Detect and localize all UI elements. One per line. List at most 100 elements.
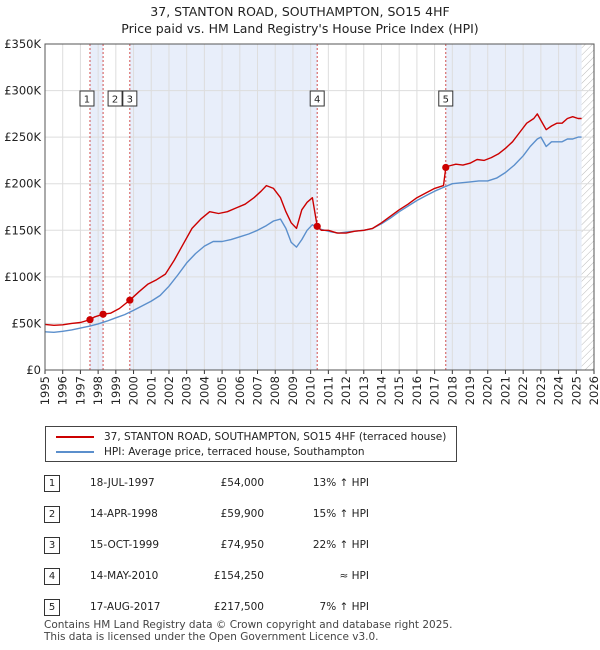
- transaction-price: £154,250: [213, 570, 264, 582]
- y-tick-label: £300K: [4, 84, 41, 98]
- footer: Contains HM Land Registry data © Crown c…: [44, 619, 452, 643]
- x-tick-label: 2019: [463, 376, 477, 405]
- shaded-period: [445, 44, 582, 370]
- x-tick-label: 2001: [144, 376, 158, 405]
- table-row: 3 15-OCT-1999 £74,950 22% ↑ HPI: [44, 535, 444, 555]
- x-tick-label: 2020: [481, 376, 495, 405]
- transaction-number: 1: [44, 475, 60, 492]
- table-row: 5 17-AUG-2017 £217,500 7% ↑ HPI: [44, 597, 444, 617]
- x-tick-label: 2022: [516, 376, 530, 405]
- x-tick-label: 2016: [410, 376, 424, 405]
- x-tick-label: 2013: [357, 376, 371, 405]
- x-tick-label: 2018: [445, 376, 459, 405]
- transaction-hpi: 15% ↑ HPI: [312, 508, 369, 520]
- y-tick-label: £250K: [4, 130, 41, 144]
- transaction-date: 17-AUG-2017: [90, 601, 161, 613]
- x-tick-label: 2026: [587, 376, 600, 405]
- legend-item-property: 37, STANTON ROAD, SOUTHAMPTON, SO15 4HF …: [56, 430, 446, 444]
- y-tick-label: £150K: [4, 223, 41, 237]
- x-tick-label: 2025: [569, 376, 583, 405]
- transaction-price: £217,500: [213, 601, 264, 613]
- transaction-date: 14-APR-1998: [90, 508, 158, 520]
- transaction-hpi: ≈ HPI: [339, 570, 369, 582]
- x-tick-label: 2002: [162, 376, 176, 405]
- marker-box: [107, 90, 123, 107]
- price-chart: £0 £50K £100K £150K £200K £250K £300K £350K 199…: [4, 37, 600, 405]
- legend-hpi-swatch: [56, 451, 94, 453]
- transaction-number: 2: [44, 506, 60, 523]
- x-tick-label: 2007: [251, 376, 265, 405]
- x-tick-label: 2014: [374, 376, 388, 405]
- x-tick-label: 2005: [215, 376, 229, 405]
- y-tick-label: £350K: [4, 37, 41, 51]
- x-tick-label: 2012: [339, 376, 353, 405]
- x-tick-label: 2015: [392, 376, 406, 405]
- x-tick-label: 2021: [498, 376, 512, 405]
- transaction-date: 18-JUL-1997: [90, 477, 155, 489]
- x-tick-label: 2024: [552, 376, 566, 405]
- plot-frame: [44, 43, 595, 371]
- legend: 37, STANTON ROAD, SOUTHAMPTON, SO15 4HF …: [45, 426, 457, 462]
- x-tick-label: 2010: [304, 376, 318, 405]
- forecast-hatch: [581, 44, 594, 370]
- x-tick-label: 1995: [38, 376, 52, 405]
- shaded-period: [89, 44, 104, 370]
- transaction-price: £54,000: [220, 477, 264, 489]
- marker-box: [122, 90, 138, 107]
- marker-box: [309, 90, 325, 107]
- marker-box: [79, 90, 95, 107]
- x-tick-label: 1996: [56, 376, 70, 405]
- legend-hpi-label: HPI: Average price, terraced house, Sout…: [104, 446, 365, 458]
- shaded-period: [129, 44, 318, 370]
- transaction-number: 3: [44, 537, 60, 554]
- y-tick-label: £50K: [12, 316, 42, 330]
- marker-label: 3: [127, 95, 133, 106]
- transaction-hpi: 7% ↑ HPI: [319, 601, 369, 613]
- footer-line-1: Contains HM Land Registry data © Crown c…: [44, 619, 453, 631]
- transaction-price: £74,950: [220, 539, 264, 551]
- table-row: 1 18-JUL-1997 £54,000 13% ↑ HPI: [44, 473, 444, 493]
- title-line-2: Price paid vs. HM Land Registry's House …: [121, 21, 479, 36]
- transaction-date: 14-MAY-2010: [90, 570, 159, 582]
- footer-line-2: This data is licensed under the Open Gov…: [44, 631, 379, 643]
- chart-title: 37, STANTON ROAD, SOUTHAMPTON, SO15 4HF …: [0, 3, 600, 37]
- y-tick-label: £200K: [4, 177, 41, 191]
- legend-property-label: 37, STANTON ROAD, SOUTHAMPTON, SO15 4HF …: [104, 431, 447, 443]
- x-tick-label: 2011: [321, 376, 335, 405]
- transaction-number: 4: [44, 568, 60, 585]
- marker-label: 2: [112, 95, 118, 106]
- marker-label: 4: [314, 95, 320, 106]
- sale-point: [313, 222, 321, 230]
- x-tick-label: 2003: [180, 376, 194, 405]
- transaction-number: 5: [44, 599, 60, 616]
- marker-label: 1: [84, 95, 90, 106]
- x-tick-label: 1997: [73, 376, 87, 405]
- sale-point: [126, 296, 134, 304]
- legend-item-hpi: HPI: Average price, terraced house, Sout…: [56, 445, 365, 459]
- y-tick-label: £0: [26, 363, 41, 377]
- transaction-price: £59,900: [220, 508, 264, 520]
- property-price-line: [44, 113, 582, 326]
- sale-point: [86, 316, 94, 324]
- table-row: 4 14-MAY-2010 £154,250 ≈ HPI: [44, 566, 444, 586]
- transaction-date: 15-OCT-1999: [90, 539, 159, 551]
- sale-point: [442, 163, 450, 172]
- x-tick-label: 2006: [233, 376, 247, 405]
- x-tick-label: 2004: [197, 376, 211, 405]
- transaction-hpi: 13% ↑ HPI: [312, 477, 369, 489]
- table-row: 2 14-APR-1998 £59,900 15% ↑ HPI: [44, 504, 444, 524]
- legend-property-swatch: [56, 436, 94, 438]
- title-line-1: 37, STANTON ROAD, SOUTHAMPTON, SO15 4HF: [150, 4, 450, 19]
- x-tick-label: 2000: [127, 376, 141, 405]
- x-tick-label: 2017: [428, 376, 442, 405]
- x-tick-label: 1998: [91, 376, 105, 405]
- x-tick-label: 1999: [109, 376, 123, 405]
- sale-point: [99, 310, 107, 318]
- marker-box: [438, 90, 454, 107]
- x-tick-label: 2009: [286, 376, 300, 405]
- marker-label: 5: [443, 95, 449, 106]
- x-tick-label: 2023: [534, 376, 548, 405]
- transaction-hpi: 22% ↑ HPI: [312, 539, 369, 551]
- x-tick-label: 2008: [268, 376, 282, 405]
- y-tick-label: £100K: [4, 270, 41, 284]
